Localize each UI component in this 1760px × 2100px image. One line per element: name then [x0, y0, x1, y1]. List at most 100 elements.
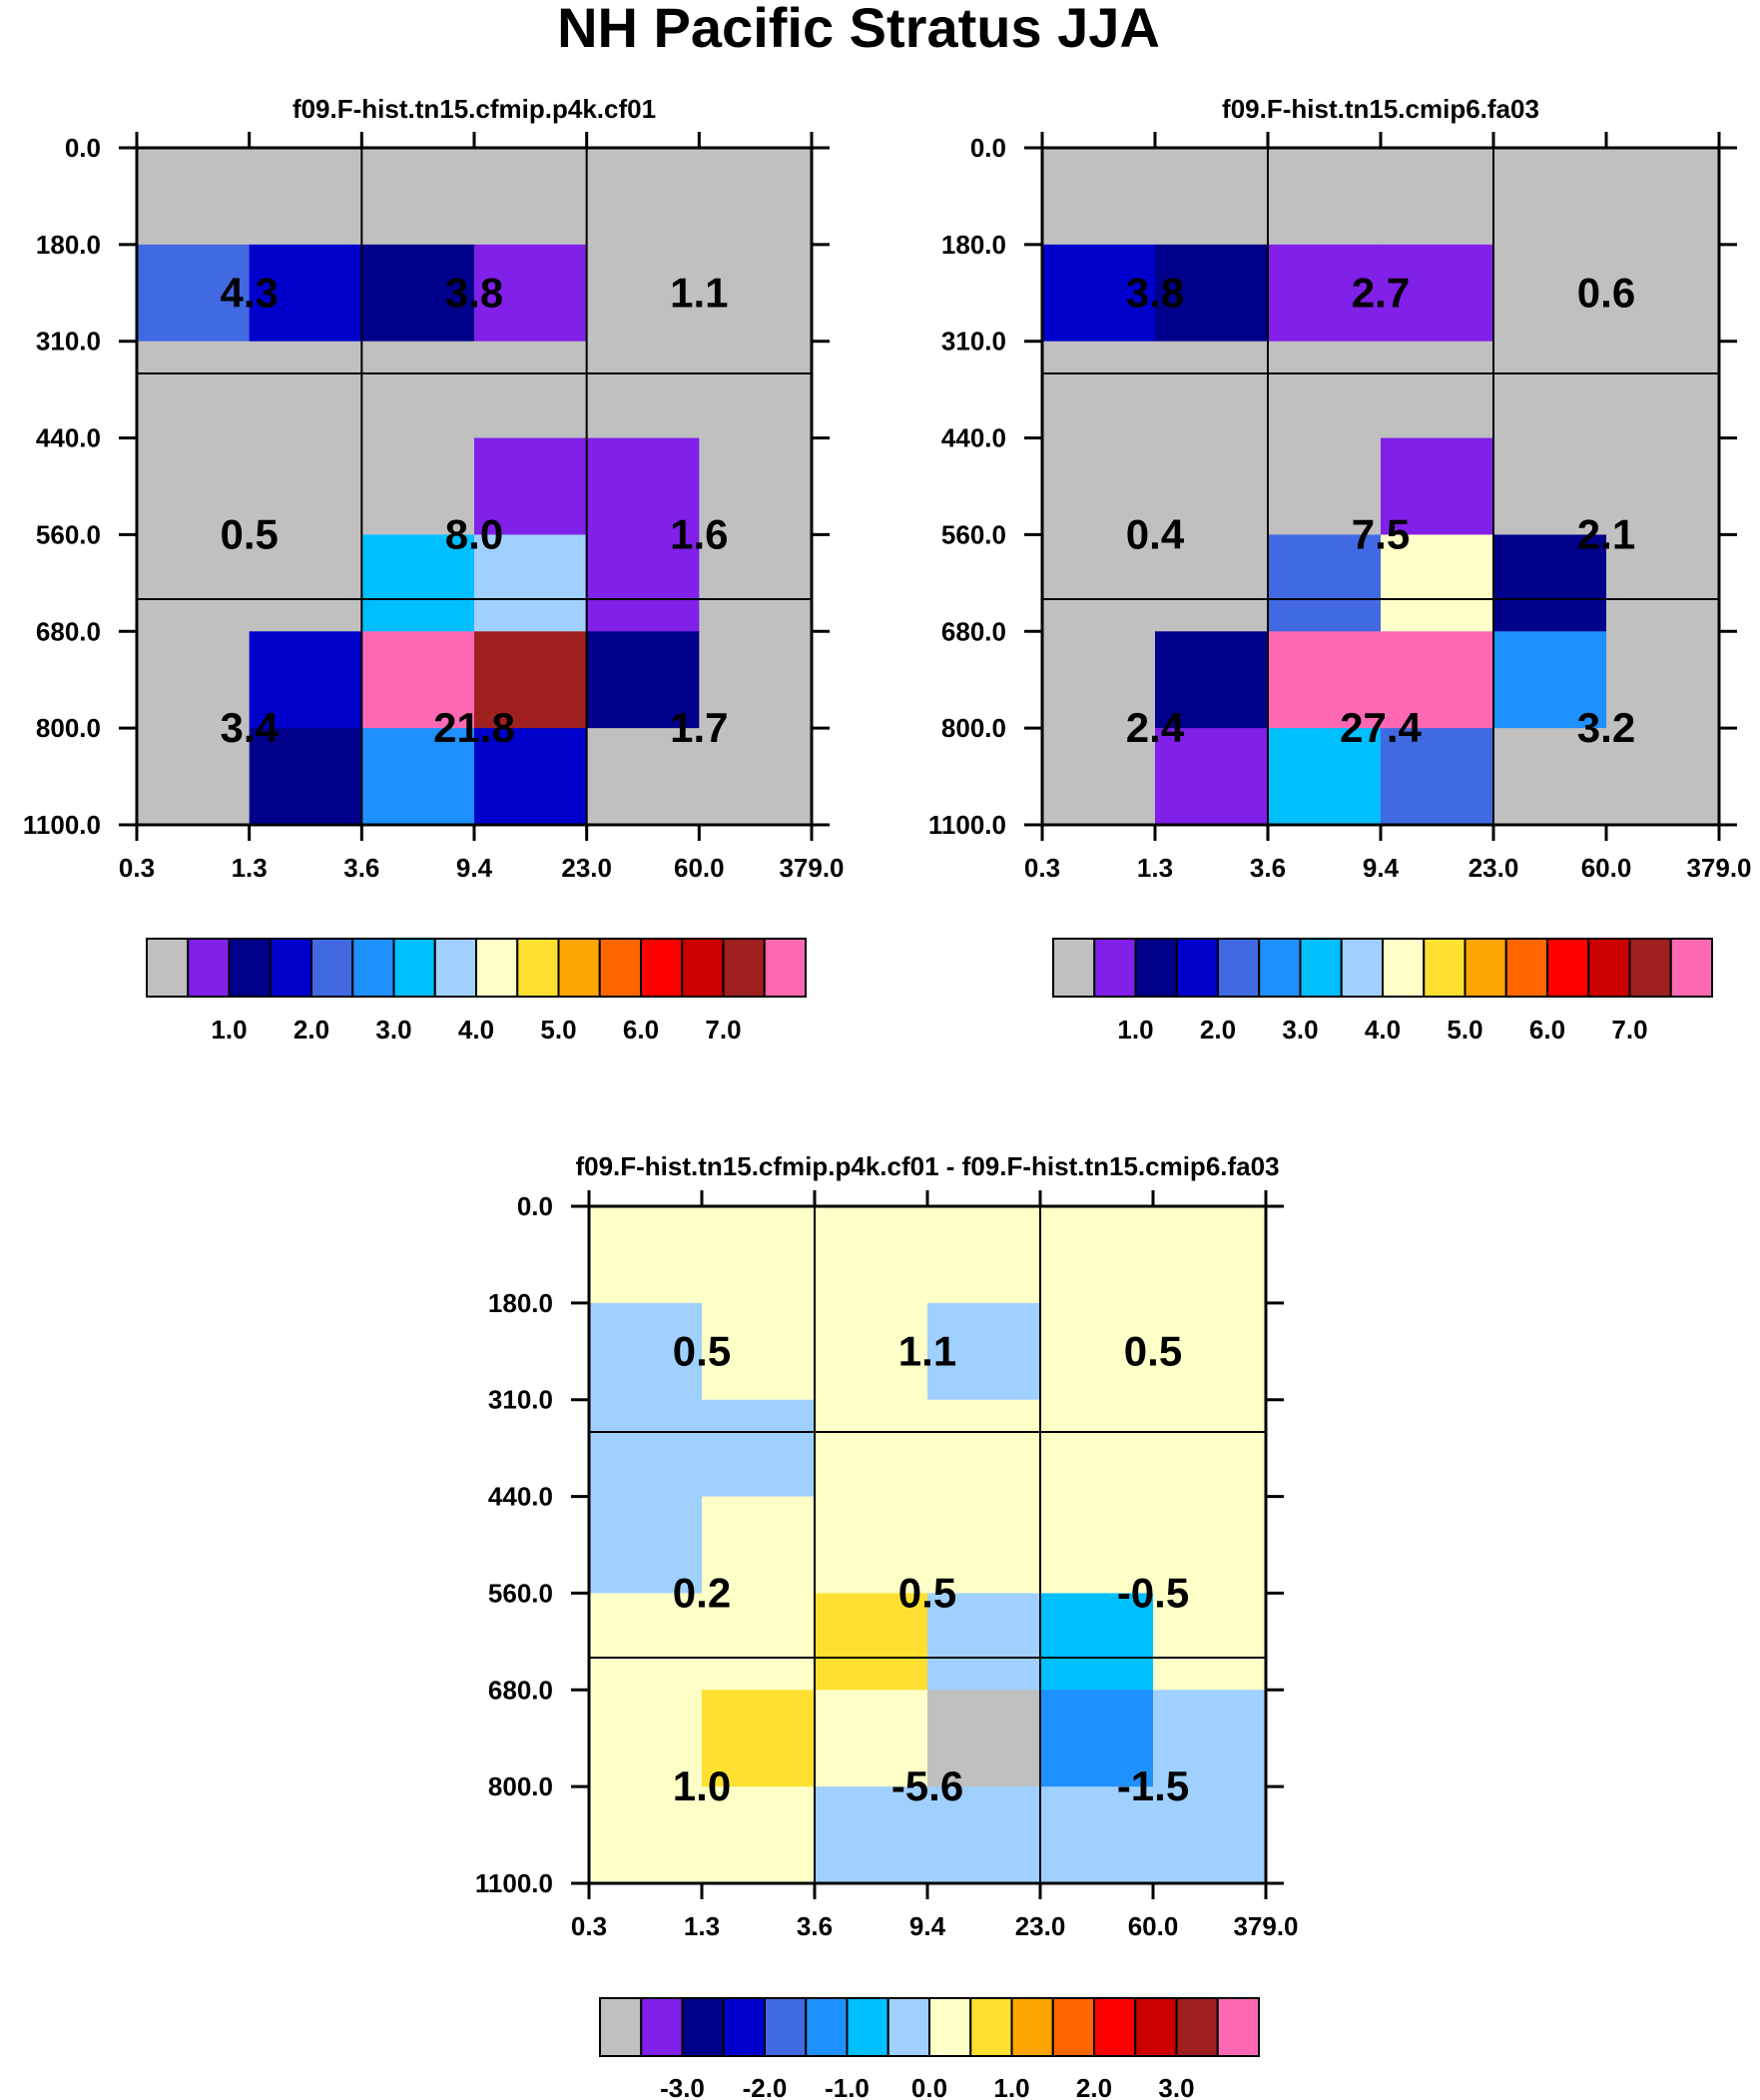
- cell-value-label: 4.3: [220, 269, 278, 316]
- colorbar-label: 6.0: [1529, 1015, 1565, 1045]
- panel-title: f09.F-hist.tn15.cfmip.p4k.cf01: [293, 94, 656, 124]
- colorbar-label: 5.0: [540, 1015, 576, 1045]
- heatmap-cell: [1153, 1400, 1267, 1497]
- y-tick-label: 440.0: [488, 1482, 553, 1512]
- y-tick-label: 310.0: [488, 1385, 553, 1415]
- heatmap-cell: [1268, 342, 1382, 438]
- colorbar-box: [188, 939, 229, 997]
- colorbar-box: [1301, 939, 1342, 997]
- x-tick-label: 3.6: [343, 853, 379, 883]
- panel-title: f09.F-hist.tn15.cmip6.fa03: [1222, 94, 1539, 124]
- heatmap-cell: [361, 148, 474, 245]
- cell-value-label: 2.1: [1577, 510, 1635, 557]
- panel-title: f09.F-hist.tn15.cfmip.p4k.cf01 - f09.F-h…: [575, 1151, 1279, 1181]
- x-tick-label: 379.0: [1686, 853, 1751, 883]
- colorbar-box: [271, 939, 311, 997]
- colorbar-box: [765, 939, 806, 997]
- heatmap-cell: [587, 342, 700, 438]
- heatmap-cell: [137, 148, 250, 245]
- colorbar-label: -1.0: [825, 2073, 870, 2100]
- cell-value-label: 0.5: [673, 1327, 731, 1374]
- cell-value-label: -0.5: [1117, 1569, 1189, 1616]
- cell-value-label: 3.8: [445, 269, 503, 316]
- heatmap-cell: [474, 342, 587, 438]
- colorbar-box: [1177, 1998, 1218, 2056]
- colorbar-label: -2.0: [743, 2073, 788, 2100]
- y-tick-label: 0.0: [517, 1191, 553, 1221]
- y-tick-label: 180.0: [941, 230, 1006, 260]
- colorbar-label: 4.0: [458, 1015, 494, 1045]
- heatmap-cell: [702, 1206, 816, 1303]
- cell-value-label: 7.5: [1352, 510, 1410, 557]
- y-tick-label: 680.0: [941, 616, 1006, 646]
- x-tick-label: 60.0: [674, 853, 725, 883]
- colorbar-box: [600, 939, 641, 997]
- colorbar-box: [1588, 939, 1629, 997]
- y-tick-label: 560.0: [36, 519, 101, 549]
- colorbar-box: [724, 1998, 765, 2056]
- colorbar-box: [435, 939, 476, 997]
- y-tick-label: 560.0: [941, 519, 1006, 549]
- colorbar-box: [1094, 939, 1135, 997]
- colorbar-box: [1671, 939, 1712, 997]
- y-tick-label: 1100.0: [928, 810, 1006, 840]
- panel-difference: 0.3 1.3 3.6 9.4 23.0 60.0 379.00.0180.0310.044…: [475, 1151, 1299, 2100]
- cell-value-label: 0.5: [898, 1569, 956, 1616]
- colorbar-label: 0.0: [911, 2073, 947, 2100]
- heatmap-cell: [1153, 1206, 1267, 1303]
- colorbar-box: [600, 1998, 641, 2056]
- colorbar-label: 6.0: [623, 1015, 659, 1045]
- y-tick-label: 800.0: [36, 713, 101, 743]
- colorbar-box: [394, 939, 435, 997]
- heatmap-cell: [927, 1206, 1041, 1303]
- y-tick-label: 180.0: [36, 230, 101, 260]
- heatmap-cell: [474, 148, 587, 245]
- colorbar-label: 1.0: [1117, 1015, 1153, 1045]
- heatmap-cell: [587, 148, 700, 245]
- heatmap-cell: [250, 342, 362, 438]
- cell-value-label: 0.5: [220, 510, 278, 557]
- heatmap-cell: [1381, 342, 1494, 438]
- x-tick-label: 60.0: [1581, 853, 1632, 883]
- heatmap-cell: [1381, 148, 1494, 245]
- x-tick-label: 0.3: [1024, 853, 1060, 883]
- colorbar-box: [683, 1998, 724, 2056]
- colorbar-label: 7.0: [705, 1015, 741, 1045]
- colorbar-label: 3.0: [1158, 2073, 1194, 2100]
- colorbar-box: [724, 939, 765, 997]
- colorbar-box: [1218, 939, 1259, 997]
- y-tick-label: 0.0: [970, 133, 1006, 163]
- cell-value-label: 27.4: [1340, 704, 1422, 751]
- colorbar-box: [1177, 939, 1218, 997]
- cell-value-label: 3.2: [1577, 704, 1635, 751]
- y-tick-label: 800.0: [941, 713, 1006, 743]
- y-tick-label: 680.0: [488, 1675, 553, 1705]
- cell-value-label: 0.5: [1124, 1327, 1182, 1374]
- colorbar-box: [476, 939, 517, 997]
- x-tick-label: 23.0: [561, 853, 612, 883]
- colorbar-box: [682, 939, 723, 997]
- colorbar-box: [1053, 1998, 1094, 2056]
- cell-value-label: 21.8: [433, 704, 515, 751]
- x-tick-label: 3.6: [1250, 853, 1286, 883]
- colorbar-label: 3.0: [375, 1015, 411, 1045]
- colorbar-label: 1.0: [211, 1015, 247, 1045]
- colorbar-box: [806, 1998, 847, 2056]
- colorbar-box: [1630, 939, 1671, 997]
- colorbar-box: [352, 939, 393, 997]
- cell-value-label: 0.4: [1126, 510, 1185, 557]
- cell-value-label: 3.8: [1126, 269, 1184, 316]
- heatmap-cell: [1606, 342, 1720, 438]
- colorbar-box: [641, 939, 682, 997]
- colorbar-box: [1259, 939, 1300, 997]
- colorbar-box: [517, 939, 558, 997]
- y-tick-label: 1100.0: [475, 1868, 553, 1898]
- colorbar-box: [765, 1998, 806, 2056]
- x-tick-label: 1.3: [684, 1911, 720, 1941]
- x-tick-label: 23.0: [1468, 853, 1519, 883]
- colorbar-label: 1.0: [993, 2073, 1029, 2100]
- colorbar-label: 5.0: [1447, 1015, 1482, 1045]
- colorbar-label: 2.0: [1200, 1015, 1236, 1045]
- x-tick-label: 0.3: [119, 853, 155, 883]
